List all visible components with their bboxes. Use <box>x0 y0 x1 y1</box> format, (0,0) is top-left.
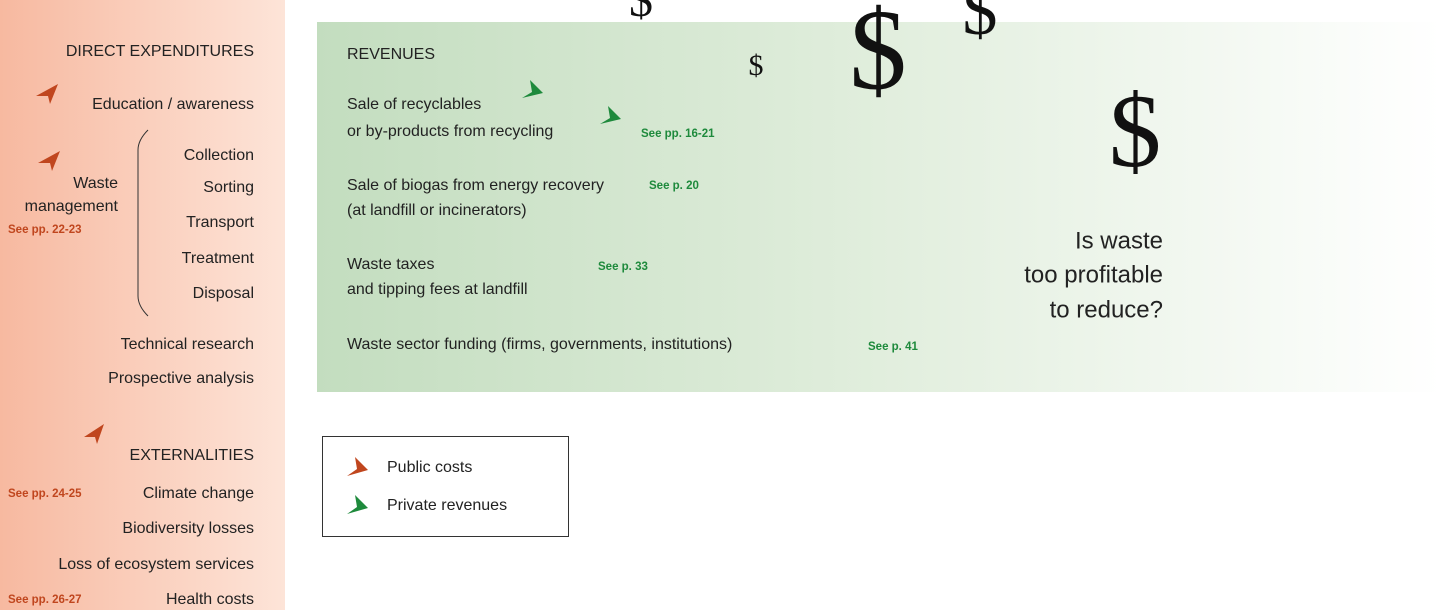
item: Health costs <box>166 591 254 608</box>
question: to reduce? <box>1050 296 1163 323</box>
question: too profitable <box>1024 261 1163 288</box>
step: Transport <box>186 214 254 231</box>
title: REVENUES <box>347 46 435 63</box>
arrow <box>600 106 621 124</box>
item: Waste sector funding (firms, governments… <box>347 336 732 353</box>
item: Waste <box>73 175 118 192</box>
step: Sorting <box>203 179 254 196</box>
ref: See p. 20 <box>649 180 699 192</box>
ref: See p. 33 <box>598 261 648 273</box>
bracket <box>137 129 149 317</box>
item: Technical research <box>121 336 254 353</box>
item: Climate change <box>143 485 254 502</box>
dollar: $ <box>749 49 764 82</box>
item: Waste taxes <box>347 256 434 273</box>
expenditure-panel <box>0 0 285 610</box>
step: Collection <box>184 147 254 164</box>
item: Prospective analysis <box>108 370 254 387</box>
item: Biodiversity losses <box>122 520 254 537</box>
ref: See pp. 24-25 <box>8 488 82 500</box>
item: management <box>25 198 119 215</box>
revenue-panel <box>317 22 1441 392</box>
arrow <box>522 80 543 98</box>
ref: See p. 41 <box>868 341 918 353</box>
arrow <box>36 84 58 104</box>
ref: See pp. 26-27 <box>8 594 82 606</box>
legend <box>322 436 569 537</box>
legend-label: Public costs <box>387 459 472 476</box>
dollar: $ <box>849 0 907 113</box>
item: and tipping fees at landfill <box>347 281 528 298</box>
item: Sale of biogas from energy recovery <box>347 177 604 194</box>
step: Disposal <box>193 285 254 302</box>
legend-arrow <box>347 495 368 514</box>
item: (at landfill or incinerators) <box>347 202 527 219</box>
legend-label: Private revenues <box>387 497 507 514</box>
arrow <box>38 151 60 171</box>
item: Loss of ecosystem services <box>58 556 254 573</box>
title: DIRECT EXPENDITURES <box>66 43 254 60</box>
item: Education / awareness <box>92 96 254 113</box>
legend-arrow <box>347 457 368 476</box>
ref: See pp. 16-21 <box>641 128 715 140</box>
dollar: $ <box>963 0 998 50</box>
arrow <box>84 424 104 444</box>
step: Treatment <box>182 250 255 267</box>
dollar: $ <box>629 0 653 27</box>
title: EXTERNALITIES <box>130 447 254 464</box>
dollar: $ <box>1109 72 1162 189</box>
item: or by-products from recycling <box>347 123 553 140</box>
item: Sale of recyclables <box>347 96 481 113</box>
ref: See pp. 22-23 <box>8 224 82 236</box>
question: Is waste <box>1075 227 1163 254</box>
